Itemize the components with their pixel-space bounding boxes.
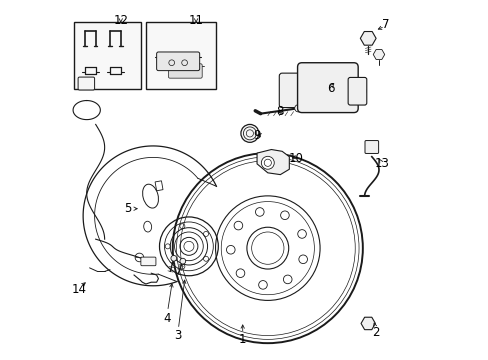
Bar (74, 22, 140, 89)
Text: 11: 11 (188, 14, 203, 27)
Text: 13: 13 (374, 157, 389, 170)
Circle shape (294, 105, 301, 112)
Text: 10: 10 (288, 152, 304, 165)
Circle shape (241, 125, 258, 142)
Circle shape (261, 156, 274, 169)
FancyBboxPatch shape (347, 77, 366, 105)
Circle shape (180, 258, 185, 264)
Polygon shape (257, 149, 289, 175)
Circle shape (171, 255, 176, 261)
Text: 2: 2 (371, 326, 378, 339)
Text: 14: 14 (71, 283, 86, 296)
Text: 6: 6 (326, 82, 334, 95)
Bar (145, 22, 215, 89)
FancyBboxPatch shape (297, 63, 357, 113)
Text: 5: 5 (124, 202, 131, 215)
Text: 1: 1 (239, 333, 246, 346)
Text: 4: 4 (163, 311, 171, 325)
FancyBboxPatch shape (78, 77, 94, 90)
Text: 3: 3 (174, 329, 182, 342)
FancyBboxPatch shape (141, 257, 156, 266)
Text: 8: 8 (276, 105, 284, 118)
FancyBboxPatch shape (168, 64, 202, 78)
FancyBboxPatch shape (156, 52, 199, 71)
FancyBboxPatch shape (279, 73, 306, 108)
Circle shape (354, 85, 366, 97)
Text: 7: 7 (382, 18, 389, 31)
Text: 12: 12 (113, 14, 128, 27)
Text: 9: 9 (253, 129, 260, 142)
FancyBboxPatch shape (364, 140, 378, 153)
Bar (155, 181, 163, 191)
